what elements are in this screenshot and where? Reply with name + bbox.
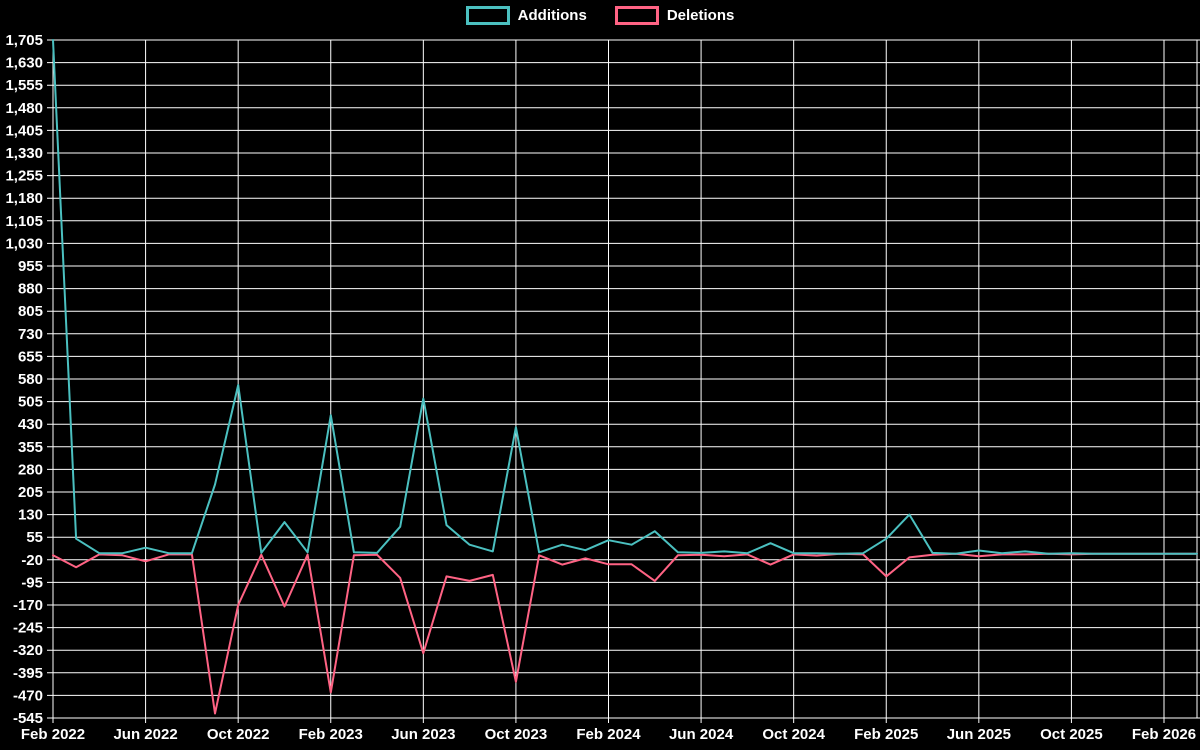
y-tick-label: -20 xyxy=(21,552,43,569)
y-tick-label: -245 xyxy=(13,620,43,637)
y-tick-label: 1,255 xyxy=(5,168,43,185)
y-tick-label: 1,180 xyxy=(5,190,43,207)
x-tick-label: Jun 2022 xyxy=(113,726,177,743)
y-tick-label: 280 xyxy=(18,461,43,478)
y-tick-label: 55 xyxy=(26,529,43,546)
x-tick-label: Oct 2024 xyxy=(762,726,825,743)
x-tick-label: Feb 2024 xyxy=(576,726,641,743)
x-tick-label: Oct 2023 xyxy=(485,726,548,743)
x-tick-label: Jun 2024 xyxy=(669,726,734,743)
y-tick-label: -395 xyxy=(13,665,43,682)
series-line-deletions xyxy=(52,552,1198,715)
y-tick-label: 1,405 xyxy=(5,122,43,139)
x-tick-label: Feb 2025 xyxy=(854,726,918,743)
x-tick-label: Jun 2023 xyxy=(391,726,455,743)
y-tick-label: 730 xyxy=(18,326,43,343)
y-tick-label: 130 xyxy=(18,507,43,524)
y-tick-label: -320 xyxy=(13,642,43,659)
y-tick-label: 355 xyxy=(18,439,43,456)
y-tick-label: 1,030 xyxy=(5,235,43,252)
series-line-additions xyxy=(52,39,1198,555)
y-tick-label: -170 xyxy=(13,597,43,614)
y-tick-label: 430 xyxy=(18,416,43,433)
y-tick-label: 1,705 xyxy=(5,32,43,49)
y-tick-label: -95 xyxy=(21,574,43,591)
x-tick-label: Oct 2025 xyxy=(1040,726,1103,743)
y-tick-label: 505 xyxy=(18,394,43,411)
y-tick-label: 955 xyxy=(18,258,43,275)
x-tick-label: Feb 2022 xyxy=(21,726,85,743)
legend-swatch-1 xyxy=(614,6,659,25)
y-tick-label: 655 xyxy=(18,348,43,365)
y-tick-label: -545 xyxy=(13,710,43,727)
legend-item-additions[interactable]: Additions xyxy=(465,6,587,25)
y-tick-label: 1,105 xyxy=(5,213,43,230)
x-tick-label: Feb 2026 xyxy=(1132,726,1196,743)
legend-swatch-0 xyxy=(465,6,510,25)
y-tick-label: 580 xyxy=(18,371,43,388)
chart-legend: Additions Deletions xyxy=(0,6,1200,25)
y-tick-label: 880 xyxy=(18,281,43,298)
y-tick-label: 1,630 xyxy=(5,55,43,72)
x-tick-label: Oct 2022 xyxy=(207,726,270,743)
y-tick-label: 1,330 xyxy=(5,145,43,162)
x-tick-label: Feb 2023 xyxy=(299,726,363,743)
y-tick-label: 205 xyxy=(18,484,43,501)
legend-label-deletions: Deletions xyxy=(666,7,735,24)
y-tick-label: 1,480 xyxy=(5,100,43,117)
y-tick-label: -470 xyxy=(13,687,43,704)
legend-label-additions: Additions xyxy=(517,7,587,24)
x-tick-label: Jun 2025 xyxy=(947,726,1011,743)
y-tick-label: 805 xyxy=(18,303,43,320)
legend-item-deletions[interactable]: Deletions xyxy=(614,6,735,25)
y-tick-label: 1,555 xyxy=(5,77,43,94)
